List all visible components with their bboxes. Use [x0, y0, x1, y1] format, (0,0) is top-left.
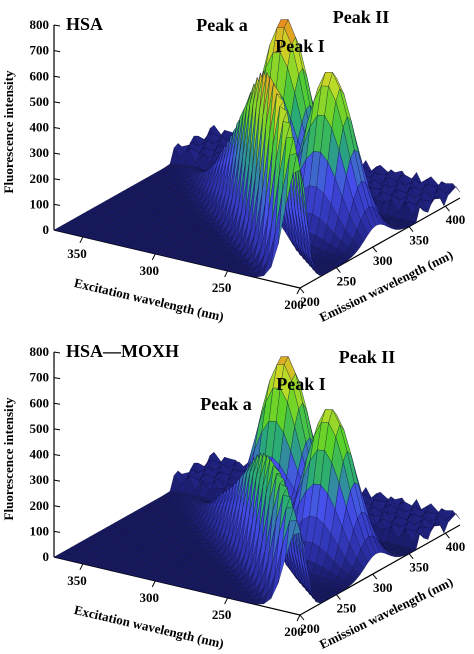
excitation-tick-label: 350 — [67, 246, 87, 261]
z-axis-ticks: 0 100 200 300 400 500 600 700 800 — [30, 17, 61, 237]
emission-axis-ticks: 200 250 300 350 400 — [299, 205, 466, 309]
excitation-axis-ticks: 350 300 250 200 — [67, 563, 304, 639]
z-tick-label: 0 — [43, 222, 50, 237]
z-tick-label: 500 — [30, 94, 50, 109]
z-tick-label: 400 — [30, 120, 50, 135]
z-tick-label: 200 — [30, 498, 50, 513]
z-tick-label: 600 — [30, 68, 50, 83]
excitation-tick-label: 300 — [140, 263, 160, 278]
excitation-tick-label: 200 — [284, 297, 304, 312]
z-tick-label: 100 — [30, 196, 50, 211]
surface-plot-hsa-moxh: 0100200300400500600700800350300250200200… — [1, 341, 466, 652]
emission-tick-label: 200 — [300, 294, 320, 309]
excitation-tick-label: 350 — [67, 573, 87, 588]
excitation-axis-ticks: 350 300 250 200 — [67, 236, 304, 312]
emission-tick-label: 200 — [300, 621, 320, 636]
surface-mesh — [53, 19, 461, 278]
peak-label-0: Peak a — [200, 394, 252, 414]
y-axis-title: Fluorescence intensity — [1, 397, 16, 520]
z-tick-label: 300 — [30, 472, 50, 487]
emission-tick-label: 250 — [337, 274, 357, 289]
excitation-axis-title: Excitation wavelength (nm) — [73, 275, 226, 324]
z-tick-label: 100 — [30, 523, 50, 538]
z-tick-label: 0 — [43, 549, 50, 564]
emission-axis-ticks: 200 250 300 350 400 — [299, 532, 466, 636]
excitation-tick-label: 200 — [284, 624, 304, 639]
panel-label: HSA — [66, 14, 103, 34]
peak-label-0: Peak a — [196, 15, 248, 35]
excitation-tick-label: 300 — [140, 590, 160, 605]
emission-tick-label: 400 — [446, 212, 466, 227]
z-tick-label: 600 — [30, 395, 50, 410]
surface-plot-hsa: 0100200300400500600700800350300250200200… — [1, 7, 466, 325]
z-tick-label: 700 — [30, 370, 50, 385]
y-axis-title: Fluorescence intensity — [1, 70, 16, 193]
emission-tick-label: 300 — [373, 580, 393, 595]
z-tick-label: 800 — [30, 17, 50, 32]
peak-label-1: Peak I — [276, 374, 326, 394]
peak-label-2: Peak II — [339, 347, 396, 367]
z-axis-ticks: 0 100 200 300 400 500 600 700 800 — [30, 344, 61, 564]
emission-tick-label: 400 — [446, 539, 466, 554]
chart-panel-hsa-moxh: 0 100 200 300 400 500 600 700 800 350 300 250 200 200… — [0, 327, 474, 654]
z-tick-label: 200 — [30, 171, 50, 186]
excitation-tick-label: 250 — [212, 280, 232, 295]
peak-label-1: Peak I — [275, 36, 325, 56]
emission-tick-label: 300 — [373, 253, 393, 268]
z-tick-label: 300 — [30, 145, 50, 160]
chart-panel-hsa: 0 100 200 300 400 500 600 700 800 350 300 250 200 200… — [1, 7, 466, 325]
excitation-axis-title: Excitation wavelength (nm) — [73, 602, 226, 651]
panel-label: HSA—MOXH — [66, 341, 179, 361]
peak-label-2: Peak II — [333, 7, 390, 27]
z-tick-label: 800 — [30, 344, 50, 359]
emission-tick-label: 350 — [409, 233, 429, 248]
z-tick-label: 700 — [30, 43, 50, 58]
z-tick-label: 500 — [30, 421, 50, 436]
emission-tick-label: 350 — [409, 560, 429, 575]
surface-mesh — [53, 356, 461, 605]
z-tick-label: 400 — [30, 447, 50, 462]
excitation-tick-label: 250 — [212, 607, 232, 622]
emission-tick-label: 250 — [337, 601, 357, 616]
